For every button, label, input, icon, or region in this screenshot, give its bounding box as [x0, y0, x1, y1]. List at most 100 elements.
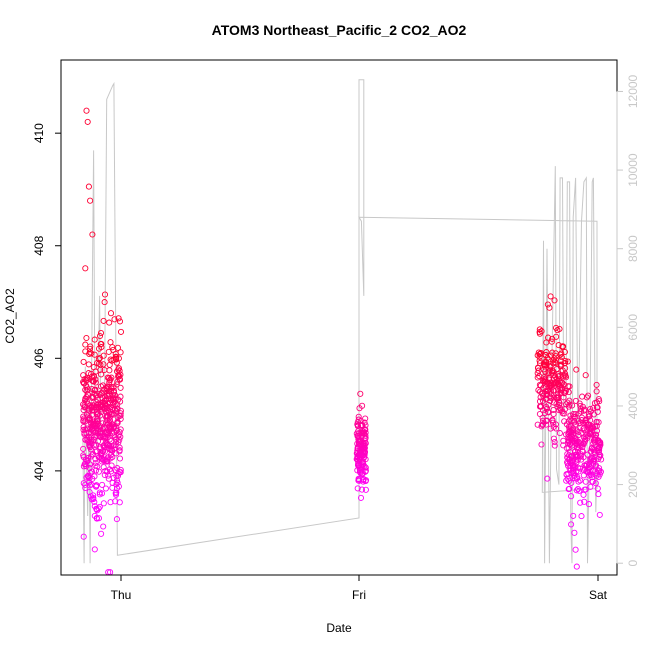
- data-point: [362, 429, 369, 436]
- data-point: [107, 339, 114, 346]
- data-point: [536, 410, 543, 418]
- data-point: [355, 413, 362, 420]
- data-point: [105, 472, 112, 479]
- data-point: [91, 546, 98, 553]
- data-point: [111, 395, 118, 402]
- data-point: [88, 436, 95, 443]
- data-point: [556, 379, 563, 386]
- data-point: [80, 372, 87, 379]
- data-point: [358, 486, 366, 493]
- data-point: [82, 348, 89, 355]
- data-point: [576, 400, 583, 407]
- data-point: [582, 419, 590, 426]
- data-point: [565, 452, 573, 459]
- y2-tick-label: 12000: [626, 74, 640, 108]
- data-point: [116, 455, 124, 462]
- data-point: [84, 118, 91, 125]
- data-point: [110, 423, 117, 430]
- data-point: [107, 455, 114, 462]
- data-point: [575, 417, 582, 424]
- x-tick-label: Thu: [111, 588, 132, 602]
- data-point: [550, 406, 557, 414]
- data-point: [117, 328, 125, 335]
- data-point: [551, 297, 558, 304]
- data-point: [99, 433, 106, 440]
- data-point: [99, 395, 106, 402]
- data-point: [580, 407, 588, 414]
- data-point: [102, 485, 109, 492]
- data-point: [98, 490, 106, 497]
- data-point: [89, 407, 96, 414]
- data-point: [581, 406, 588, 413]
- data-point: [568, 433, 575, 440]
- data-point: [113, 381, 120, 388]
- data-point: [581, 462, 588, 469]
- data-point: [116, 318, 124, 325]
- data-point: [81, 376, 88, 383]
- data-point: [91, 336, 98, 343]
- data-point: [595, 438, 602, 445]
- data-point: [84, 455, 91, 462]
- x-axis-label: Date: [326, 621, 352, 635]
- data-point: [593, 431, 600, 438]
- data-point: [588, 455, 595, 462]
- data-point: [568, 429, 575, 436]
- data-point: [86, 442, 93, 449]
- data-point: [535, 367, 542, 374]
- data-point: [104, 454, 111, 461]
- data-point: [88, 350, 95, 357]
- data-point: [577, 477, 584, 484]
- data-point: [91, 386, 99, 393]
- data-point: [542, 368, 549, 375]
- data-point: [568, 459, 575, 466]
- data-point: [93, 506, 100, 513]
- data-point: [538, 423, 545, 430]
- data-point: [103, 405, 110, 412]
- data-point: [82, 436, 89, 443]
- data-point: [552, 425, 560, 432]
- data-point: [597, 452, 604, 459]
- data-point: [583, 394, 590, 401]
- data-point: [90, 378, 97, 385]
- data-point: [89, 231, 96, 238]
- data-point: [100, 464, 107, 471]
- data-point: [544, 388, 551, 395]
- data-point: [568, 521, 575, 528]
- data-point: [106, 387, 113, 394]
- data-point: [362, 440, 369, 447]
- data-point: [106, 419, 113, 426]
- data-point: [590, 405, 597, 412]
- data-point: [543, 417, 550, 425]
- data-point: [112, 433, 119, 440]
- data-point: [95, 356, 102, 363]
- data-point: [568, 479, 575, 486]
- data-point: [536, 357, 543, 364]
- data-point: [574, 474, 581, 481]
- data-point: [582, 416, 589, 423]
- data-point: [573, 366, 580, 373]
- data-point: [101, 471, 108, 479]
- data-point: [563, 401, 570, 408]
- x-tick-label: Fri: [352, 588, 366, 602]
- data-point: [92, 459, 99, 466]
- data-point: [116, 448, 123, 455]
- data-point: [541, 378, 548, 385]
- data-point: [563, 477, 570, 484]
- data-point: [586, 412, 593, 419]
- data-point: [83, 334, 90, 342]
- data-point: [100, 448, 107, 455]
- data-point: [115, 315, 122, 322]
- data-point: [558, 361, 565, 368]
- data-point: [107, 310, 115, 317]
- data-point: [357, 494, 365, 501]
- data-point: [116, 376, 124, 383]
- data-point: [80, 418, 87, 425]
- data-point: [106, 319, 113, 326]
- data-point: [573, 563, 580, 570]
- data-point: [539, 390, 546, 397]
- data-point: [84, 425, 91, 432]
- data-point: [593, 381, 600, 388]
- data-point: [96, 332, 104, 340]
- data-point: [570, 473, 578, 480]
- data-point: [101, 425, 108, 432]
